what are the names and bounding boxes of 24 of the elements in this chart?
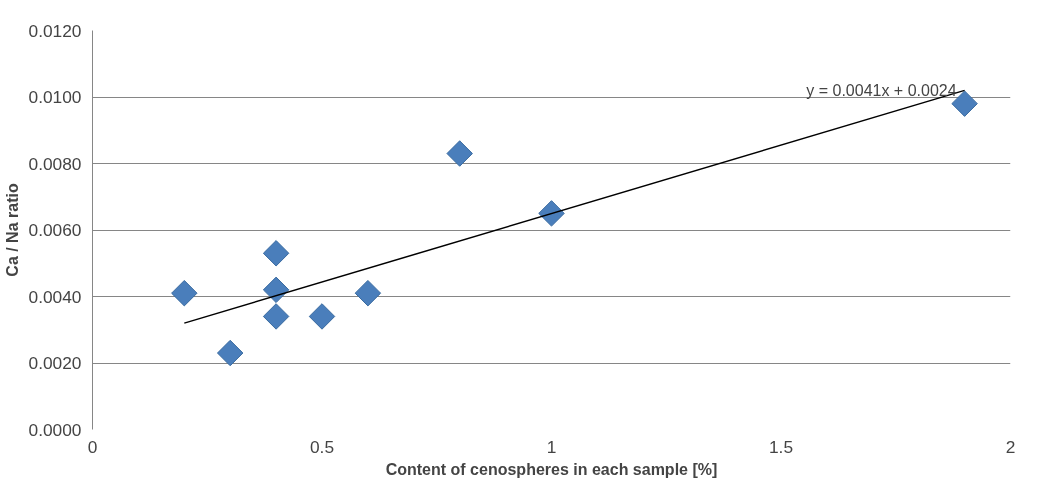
y-tick-label: 0.0080 [28,153,82,174]
y-tick-label: 0.0000 [28,419,82,440]
x-tick-label: 0 [87,436,98,457]
y-tick-label: 0.0100 [28,87,82,107]
point [262,303,290,330]
point [308,303,336,330]
x-axis-title: Content of cenospheres in each sample [%] [385,460,718,478]
y-tick-label: 0.0040 [28,286,82,307]
x-tick-label: 2 [1005,436,1016,457]
x-tick-label: 1 [546,436,557,457]
point [216,339,244,367]
point [538,200,565,227]
point [262,276,290,304]
y-tick-label: 0.0060 [28,220,82,240]
annotation: y = 0.0041x + 0.0024 [806,81,957,99]
y-tick-label: 0.0120 [28,20,82,41]
y-tick-label: 0.0020 [28,353,82,373]
point [354,279,382,307]
y-axis-title: Ca / Na ratio [3,183,21,277]
point [262,240,290,267]
point [446,140,473,167]
x-tick-label: 0.5 [309,436,335,457]
point [171,279,198,307]
x-tick-label: 1.5 [768,436,794,457]
